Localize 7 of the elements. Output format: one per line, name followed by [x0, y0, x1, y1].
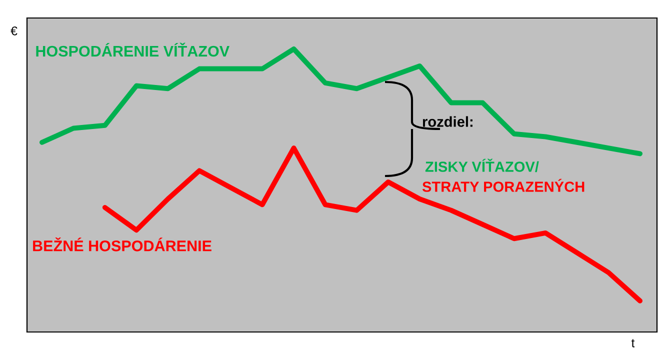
y-axis-title: €: [10, 26, 18, 36]
annotation: STRATY PORAZENÝCH: [422, 178, 584, 192]
series-label: BEŽNÉ HOSPODÁRENIE: [33, 237, 212, 252]
annotation: rozdiel:: [422, 116, 472, 127]
x-axis-title: t: [631, 339, 635, 348]
annotation: ZISKY VÍŤAZOV/: [425, 158, 539, 172]
series-label: HOSPODÁRENIE VÍŤAZOV: [36, 42, 230, 57]
